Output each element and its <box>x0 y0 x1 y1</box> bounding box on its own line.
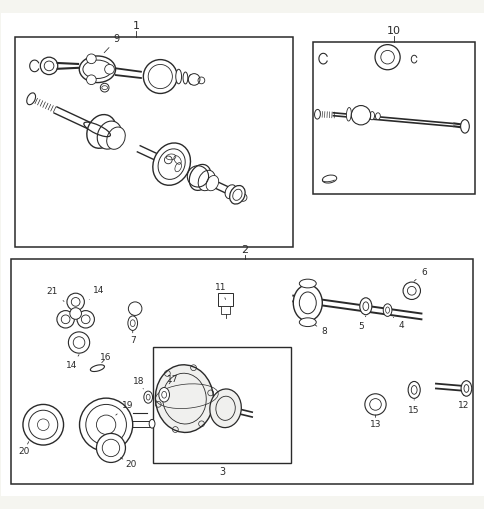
Ellipse shape <box>87 115 116 148</box>
Circle shape <box>374 45 399 70</box>
Ellipse shape <box>175 69 181 84</box>
Text: 2: 2 <box>241 245 248 254</box>
Ellipse shape <box>210 389 241 428</box>
Circle shape <box>70 308 81 319</box>
Ellipse shape <box>354 109 359 121</box>
Text: 20: 20 <box>18 442 30 456</box>
Ellipse shape <box>188 75 192 84</box>
Circle shape <box>402 282 420 299</box>
Circle shape <box>86 54 96 64</box>
Ellipse shape <box>128 316 137 330</box>
Text: 9: 9 <box>104 34 120 53</box>
Bar <box>218 293 232 306</box>
Text: 12: 12 <box>457 395 468 410</box>
Ellipse shape <box>299 318 316 327</box>
Text: 14: 14 <box>66 355 79 370</box>
Ellipse shape <box>149 419 155 428</box>
Circle shape <box>100 83 109 92</box>
Text: 6: 6 <box>413 268 426 281</box>
Bar <box>11 260 472 484</box>
Ellipse shape <box>314 109 320 119</box>
Text: 14: 14 <box>89 286 105 299</box>
Ellipse shape <box>229 185 244 204</box>
Ellipse shape <box>27 93 35 105</box>
Circle shape <box>105 65 114 74</box>
Circle shape <box>188 74 199 85</box>
Ellipse shape <box>362 110 367 120</box>
Ellipse shape <box>155 365 213 433</box>
Circle shape <box>350 105 370 125</box>
Ellipse shape <box>83 60 112 78</box>
Ellipse shape <box>90 365 104 372</box>
Ellipse shape <box>359 298 371 315</box>
Ellipse shape <box>346 107 350 121</box>
Ellipse shape <box>375 113 379 120</box>
Text: 20: 20 <box>121 458 136 469</box>
Ellipse shape <box>106 127 125 149</box>
Bar <box>220 306 230 314</box>
Ellipse shape <box>206 176 218 191</box>
Ellipse shape <box>79 56 115 82</box>
Circle shape <box>23 405 63 445</box>
Text: 19: 19 <box>116 401 134 415</box>
Circle shape <box>77 310 94 328</box>
Ellipse shape <box>408 381 419 399</box>
Circle shape <box>79 398 133 451</box>
Circle shape <box>68 332 90 353</box>
Ellipse shape <box>460 120 469 133</box>
Ellipse shape <box>97 121 121 149</box>
Text: 4: 4 <box>393 318 403 330</box>
Ellipse shape <box>293 285 322 321</box>
Text: 1: 1 <box>133 21 139 31</box>
Ellipse shape <box>189 164 211 190</box>
Text: 3: 3 <box>218 467 225 477</box>
Bar <box>15 37 293 247</box>
Circle shape <box>364 394 385 415</box>
Ellipse shape <box>382 304 391 317</box>
Text: 13: 13 <box>369 415 380 429</box>
Text: 21: 21 <box>46 287 64 301</box>
Ellipse shape <box>198 170 215 191</box>
Text: 7: 7 <box>130 330 136 345</box>
Bar <box>312 42 474 194</box>
Text: 11: 11 <box>214 284 226 299</box>
Text: 8: 8 <box>314 325 327 336</box>
Text: 15: 15 <box>408 400 419 415</box>
Text: 10: 10 <box>386 26 400 36</box>
Ellipse shape <box>460 381 471 396</box>
Ellipse shape <box>182 72 187 84</box>
Ellipse shape <box>233 190 242 200</box>
Circle shape <box>29 410 58 439</box>
Ellipse shape <box>322 175 336 183</box>
Ellipse shape <box>369 111 374 120</box>
Text: 16: 16 <box>100 353 112 363</box>
Circle shape <box>86 75 96 84</box>
Text: 18: 18 <box>133 377 144 389</box>
Ellipse shape <box>158 149 185 179</box>
Circle shape <box>128 302 142 316</box>
Ellipse shape <box>144 391 152 403</box>
Ellipse shape <box>152 143 190 185</box>
Circle shape <box>96 434 125 463</box>
Ellipse shape <box>158 387 169 402</box>
Circle shape <box>143 60 177 94</box>
Circle shape <box>57 310 74 328</box>
Bar <box>153 347 290 463</box>
Text: 5: 5 <box>357 316 365 331</box>
Text: 17: 17 <box>166 375 178 384</box>
Ellipse shape <box>299 279 316 288</box>
Ellipse shape <box>225 185 236 199</box>
Circle shape <box>67 293 84 310</box>
Circle shape <box>86 405 126 445</box>
